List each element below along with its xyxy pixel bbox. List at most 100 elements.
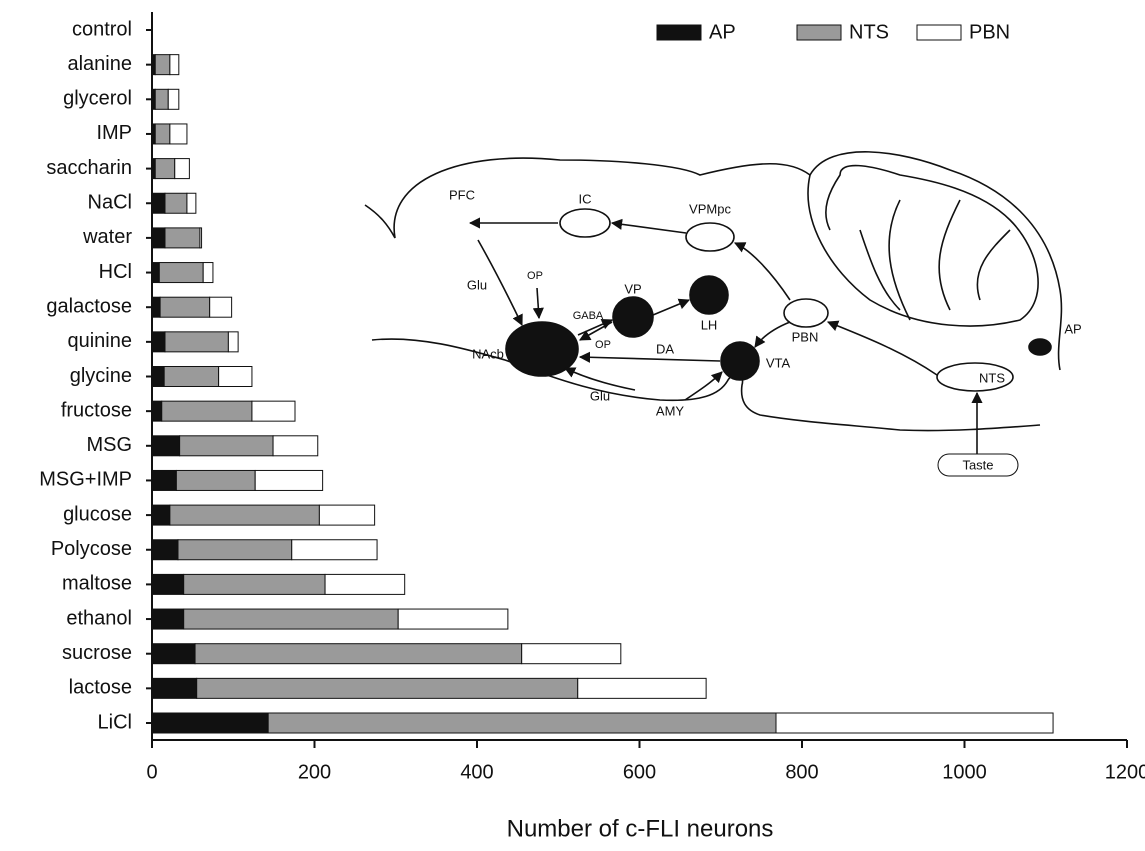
bar-segment (324, 573, 406, 595)
y-tick-label: ethanol (66, 607, 132, 629)
legend-swatch (796, 24, 842, 41)
node-lh (689, 275, 729, 315)
arrow (754, 321, 791, 348)
bar-segment (175, 469, 256, 491)
legend-label: AP (709, 21, 736, 43)
y-tick-label: HCl (99, 261, 132, 283)
bar-segment (291, 539, 378, 561)
bar-segment (161, 400, 253, 422)
node-taste (937, 453, 1019, 477)
y-tick-label: IMP (96, 122, 132, 144)
x-tick-label: 800 (785, 761, 818, 783)
y-tick-label: saccharin (46, 157, 132, 179)
bar-segment (202, 262, 214, 284)
bar-segment (199, 227, 203, 249)
x-axis-label: Number of c-FLI neurons (507, 815, 774, 842)
diagram-label: LH (701, 317, 718, 332)
bar-segment (167, 88, 180, 110)
node-pbn (783, 298, 829, 328)
bar-segment (227, 331, 239, 353)
bar-segment (169, 123, 188, 145)
node-vpmpc (685, 222, 735, 252)
node-nts (936, 362, 1014, 392)
bar-segment (169, 54, 180, 76)
bar-segment (179, 435, 274, 457)
bar-segment (151, 677, 198, 699)
legend-swatch (656, 24, 702, 41)
arrow (563, 367, 636, 391)
node-ic (559, 208, 611, 238)
bar-segment (209, 296, 233, 318)
bar-segment (163, 366, 220, 387)
cerebellum (807, 164, 1039, 327)
cerebellum-folia (859, 199, 1011, 321)
y-tick-label: sucrose (62, 642, 132, 664)
bar-segment (151, 573, 185, 595)
bar-segment (151, 296, 161, 318)
x-tick-label: 1200 (1105, 761, 1145, 783)
bar-segment (164, 192, 188, 214)
diagram-label: Glu (590, 388, 610, 403)
inset-diagram (364, 151, 1063, 477)
bar-segment (151, 400, 163, 422)
diagram-label: VP (624, 281, 641, 296)
legend-label: NTS (849, 21, 889, 43)
bar-segment (194, 643, 523, 665)
bar-segment (158, 262, 204, 284)
y-tick-label: Polycose (51, 538, 132, 560)
diagram-label: NTS (979, 370, 1005, 385)
bar-segment (775, 712, 1054, 734)
bar-segment (154, 123, 171, 145)
arrow (733, 242, 791, 301)
node-vta (720, 341, 760, 381)
bar-segment (151, 262, 160, 284)
y-tick-label: alanine (67, 53, 132, 75)
bar-segment (154, 54, 171, 76)
y-tick-label: maltose (62, 573, 132, 595)
diagram-label: IC (579, 191, 592, 206)
y-tick-label: quinine (67, 330, 132, 352)
bar-segment (174, 158, 190, 180)
diagram-label: PFC (449, 187, 475, 202)
bar-segment (151, 227, 166, 249)
diagram-label: AP (1064, 321, 1081, 336)
y-tick-label: galactose (46, 295, 132, 317)
bar-segment (164, 227, 201, 249)
bar-segment (151, 539, 179, 561)
y-tick-label: glycerol (63, 88, 132, 110)
arrow (578, 351, 721, 363)
diagram-label: VPMpc (689, 201, 731, 216)
y-tick-label: NaCl (88, 192, 132, 214)
bar-segment (183, 573, 326, 595)
bar-segment (154, 88, 169, 110)
bar-segment (154, 158, 176, 180)
bar-segment (186, 192, 197, 214)
diagram-label: DA (656, 341, 674, 356)
y-tick-label: MSG (86, 434, 132, 456)
bar-segment (218, 366, 253, 387)
y-tick-label: glycine (70, 365, 132, 387)
bar-segment (196, 677, 579, 699)
diagram-label: Taste (962, 457, 993, 472)
bar-segment (151, 192, 166, 214)
bar-segment (151, 469, 177, 491)
diagram-label: AMY (656, 403, 685, 418)
diagram-label: NAcb (472, 346, 504, 361)
arrow (684, 371, 723, 401)
arrow (579, 321, 613, 341)
node-vp (612, 296, 654, 338)
y-tick-label: lactose (69, 677, 132, 699)
x-tick-label: 600 (623, 761, 656, 783)
bar-segment (251, 400, 296, 422)
bar-segment (177, 539, 293, 561)
diagram-label: PBN (792, 329, 819, 344)
bar-segment (151, 504, 171, 526)
bar-segment (577, 677, 707, 699)
bar-segment (169, 504, 320, 526)
bar-segment (151, 608, 185, 630)
diagram-label: GABA (573, 310, 604, 322)
x-tick-label: 400 (460, 761, 493, 783)
node-ap (1028, 338, 1052, 356)
bar-segment (397, 608, 509, 630)
legend-swatch (916, 24, 962, 41)
